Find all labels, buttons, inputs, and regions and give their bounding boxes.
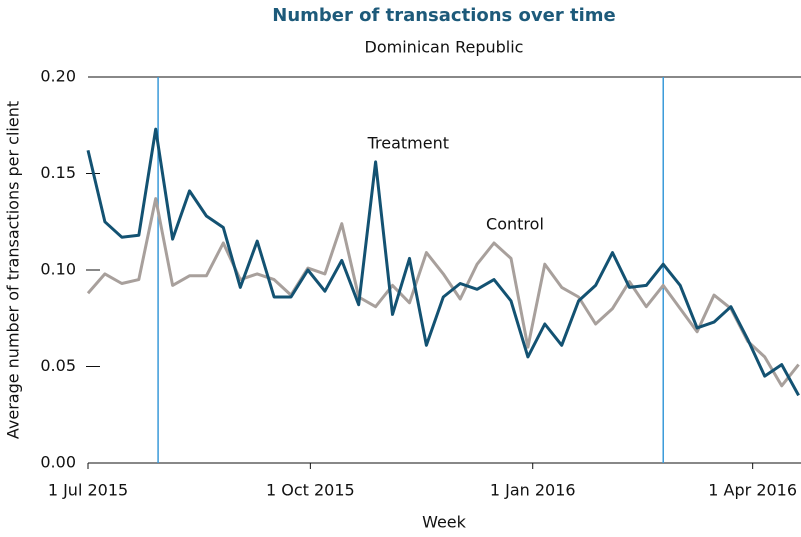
x-tick-label: 1 Jul 2015 bbox=[48, 481, 128, 500]
x-tick-label: 1 Oct 2015 bbox=[266, 481, 355, 500]
series-label: Treatment bbox=[367, 133, 449, 152]
y-tick-label: 0.15 bbox=[40, 163, 76, 182]
y-tick-label: 0.00 bbox=[40, 453, 76, 472]
chart-title: Number of transactions over time bbox=[272, 5, 615, 26]
y-tick-label: 0.05 bbox=[40, 356, 76, 375]
series-line bbox=[86, 127, 800, 397]
y-tick-label: 0.10 bbox=[40, 260, 76, 279]
series-line bbox=[86, 197, 800, 388]
y-tick-label: 0.20 bbox=[40, 67, 76, 86]
x-tick-label: 1 Jan 2016 bbox=[490, 481, 576, 500]
x-tick-label: 1 Apr 2016 bbox=[708, 481, 797, 500]
chart-subtitle: Dominican Republic bbox=[365, 38, 524, 57]
series-label: Control bbox=[486, 214, 544, 233]
y-axis-label: Average number of transactions per clien… bbox=[4, 101, 23, 439]
x-axis-label: Week bbox=[422, 513, 467, 532]
